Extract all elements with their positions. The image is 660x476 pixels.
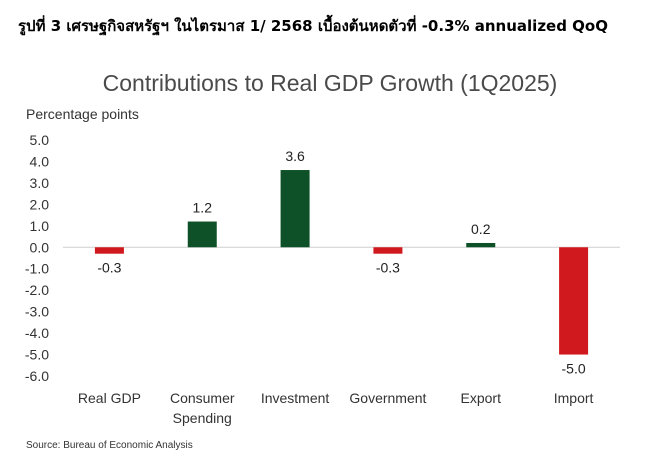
category-label: Consumer Spending (170, 390, 235, 426)
y-tick-label: 3.0 (30, 175, 50, 191)
data-label: 1.2 (193, 200, 213, 216)
data-label: -0.3 (376, 260, 400, 276)
y-tick-label: 2.0 (30, 196, 50, 212)
y-tick-label: -5.0 (25, 347, 49, 363)
y-tick-label: -2.0 (25, 282, 49, 298)
y-tick-label: -3.0 (25, 304, 49, 320)
category-label: Government (349, 390, 426, 406)
y-tick-label: 5.0 (30, 132, 50, 148)
bar (373, 247, 403, 254)
category-label: Import (554, 390, 594, 406)
category-label: Investment (261, 390, 330, 406)
data-label: 3.6 (285, 148, 305, 164)
bar (280, 170, 310, 248)
y-tick-label: 1.0 (30, 218, 50, 234)
y-axis-label: Percentage points (26, 106, 139, 122)
category-label: Real GDP (78, 390, 141, 406)
source-note: Source: Bureau of Economic Analysis (26, 440, 193, 451)
chart-title: Contributions to Real GDP Growth (1Q2025… (102, 70, 558, 96)
data-label: -0.3 (97, 260, 121, 276)
data-label: 0.2 (471, 221, 491, 237)
y-tick-label: 0.0 (30, 239, 50, 255)
bar (187, 221, 217, 248)
page-title: รูปที่ 3 เศรษฐกิจสหรัฐฯ ในไตรมาส 1/ 2568… (18, 17, 608, 35)
bar (466, 242, 496, 248)
y-tick-label: -1.0 (25, 261, 49, 277)
y-tick-label: -6.0 (25, 368, 49, 384)
y-tick-label: -4.0 (25, 325, 49, 341)
bar (559, 247, 589, 355)
data-label: -5.0 (562, 361, 586, 377)
category-label: Export (461, 390, 502, 406)
y-tick-label: 4.0 (30, 153, 50, 169)
bar (94, 247, 124, 254)
